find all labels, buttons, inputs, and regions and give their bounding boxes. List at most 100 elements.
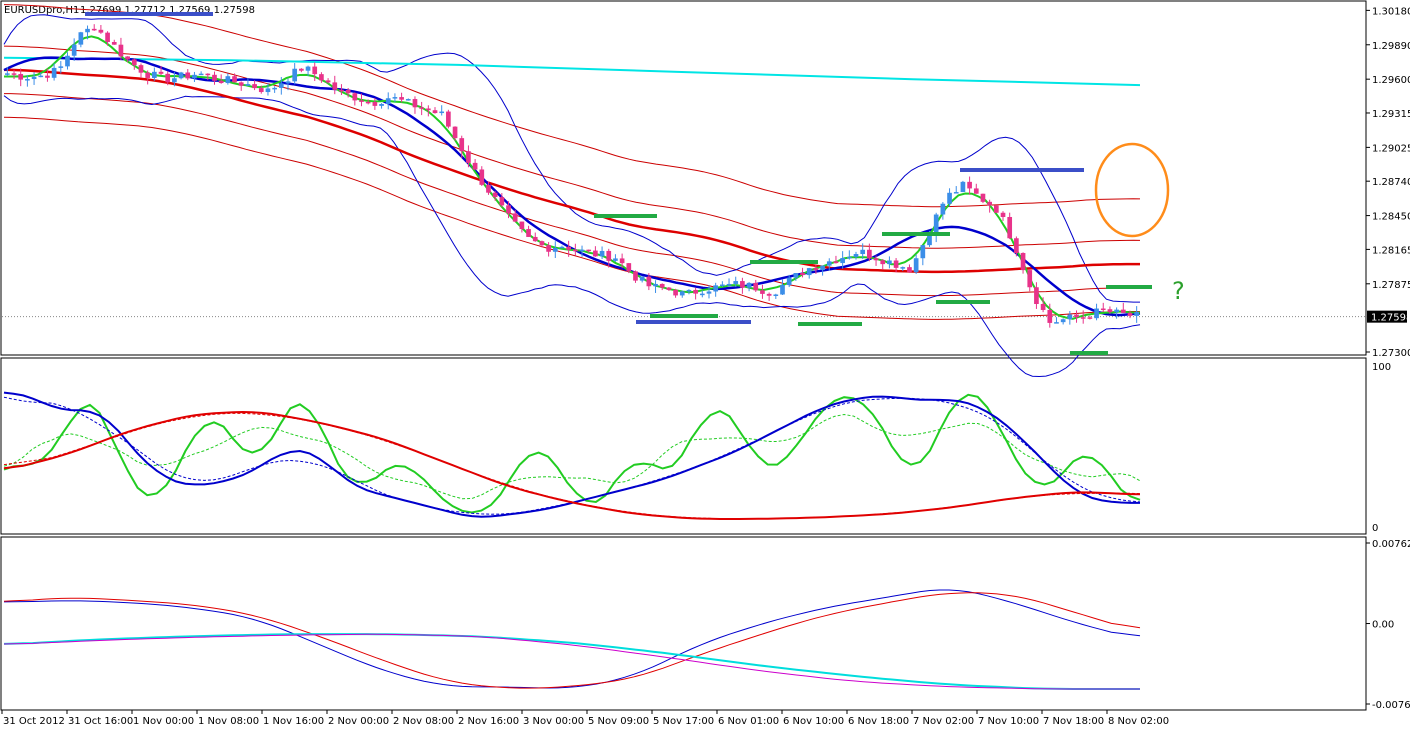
candle-body bbox=[292, 68, 298, 82]
candle-body bbox=[31, 76, 37, 80]
candle-body bbox=[38, 75, 44, 78]
candle-body bbox=[205, 73, 211, 76]
candle-body bbox=[472, 162, 478, 170]
macd-axis-label: -0.00762 bbox=[1372, 700, 1410, 711]
highlight-ellipse[interactable] bbox=[1094, 142, 1170, 238]
candle-body bbox=[947, 192, 952, 204]
candle-body bbox=[138, 65, 144, 73]
candle-body bbox=[820, 265, 825, 271]
candle-body bbox=[853, 254, 859, 257]
candle-body bbox=[45, 75, 50, 78]
candle-body bbox=[1067, 314, 1073, 320]
current-price-label: 1.27598 bbox=[1371, 313, 1410, 324]
candle-body bbox=[1054, 322, 1059, 324]
candle-body bbox=[238, 82, 244, 86]
time-axis-label: 31 Oct 2012 bbox=[3, 716, 65, 727]
candle-body bbox=[840, 258, 845, 264]
candle-body bbox=[1040, 303, 1046, 310]
candle-body bbox=[546, 245, 551, 252]
time-axis-label: 1 Nov 16:00 bbox=[263, 716, 324, 727]
time-axis-label: 7 Nov 10:00 bbox=[978, 716, 1039, 727]
candle-body bbox=[65, 55, 70, 67]
candle-body bbox=[913, 258, 919, 273]
candle-body bbox=[278, 83, 284, 88]
macd-pane[interactable] bbox=[0, 536, 1367, 711]
candle-body bbox=[319, 74, 324, 81]
candle-body bbox=[760, 290, 765, 294]
candle-body bbox=[573, 249, 578, 252]
time-axis-label: 2 Nov 16:00 bbox=[458, 716, 519, 727]
candle-body bbox=[826, 261, 832, 266]
candle-body bbox=[446, 111, 451, 127]
candle-body bbox=[1080, 317, 1086, 319]
candle-body bbox=[145, 72, 151, 78]
candle-body bbox=[419, 107, 424, 109]
candle-body bbox=[780, 285, 785, 295]
candle-body bbox=[846, 256, 852, 259]
candle-body bbox=[606, 250, 612, 261]
candle-body bbox=[118, 44, 124, 57]
candle-body bbox=[1134, 311, 1139, 316]
candle-body bbox=[245, 84, 251, 86]
candle-body bbox=[1027, 270, 1033, 288]
candle-body bbox=[385, 98, 391, 104]
candle-body bbox=[111, 41, 117, 45]
price-axis-label: 1.29600 bbox=[1372, 75, 1410, 86]
candle-body bbox=[432, 110, 438, 114]
outer-lower-band bbox=[3, 116, 1141, 320]
candle-body bbox=[325, 80, 331, 83]
candle-body bbox=[486, 184, 491, 193]
price-axis-label: 1.30180 bbox=[1372, 6, 1410, 17]
candle-body bbox=[967, 181, 972, 189]
stochastic-series bbox=[3, 391, 1141, 520]
candle-body bbox=[532, 236, 538, 242]
candle-body bbox=[559, 246, 565, 249]
price-pane[interactable] bbox=[0, 0, 1367, 356]
time-axis-label: 8 Nov 02:00 bbox=[1108, 716, 1169, 727]
candle-body bbox=[492, 192, 498, 198]
candle-body bbox=[940, 203, 946, 215]
outer-upper-band bbox=[3, 4, 1141, 208]
time-axis-label: 3 Nov 00:00 bbox=[523, 716, 584, 727]
candle-body bbox=[439, 111, 445, 114]
candle-body bbox=[519, 221, 525, 230]
candle-body bbox=[51, 67, 57, 78]
candle-body bbox=[466, 151, 471, 163]
candle-body bbox=[312, 66, 318, 75]
candle-body bbox=[673, 289, 678, 296]
candle-body bbox=[85, 28, 90, 33]
candle-body bbox=[91, 28, 97, 31]
candle-body bbox=[980, 193, 986, 202]
candle-body bbox=[131, 59, 137, 66]
macd-line bbox=[3, 592, 1141, 689]
bollinger-lower bbox=[3, 95, 1141, 378]
candle-body bbox=[1000, 212, 1006, 217]
price-series bbox=[2, 4, 1366, 378]
candle-body bbox=[332, 82, 338, 90]
candle-body bbox=[887, 260, 892, 265]
candle-body bbox=[18, 74, 24, 80]
candle-body bbox=[399, 97, 404, 100]
candle-body bbox=[152, 71, 157, 78]
axes: 1.30180 1.29890 1.29600 1.29315 1.29025 1.287… bbox=[1, 6, 1410, 727]
time-axis-label: 2 Nov 00:00 bbox=[328, 716, 389, 727]
candle-body bbox=[653, 283, 658, 287]
candle-body bbox=[659, 283, 665, 288]
candle-body bbox=[900, 267, 906, 269]
stoch-axis-label: 0 bbox=[1372, 523, 1378, 534]
candle-body bbox=[499, 197, 505, 206]
price-axis-label: 1.29315 bbox=[1372, 109, 1410, 120]
bollinger-upper bbox=[3, 14, 1140, 303]
candle-body bbox=[666, 287, 672, 290]
candle-body bbox=[452, 126, 458, 139]
candle-body bbox=[192, 74, 197, 79]
candle-body bbox=[11, 73, 17, 75]
candle-body bbox=[1087, 317, 1093, 319]
candle-body bbox=[746, 282, 752, 288]
stochastic-pane[interactable] bbox=[0, 357, 1367, 535]
candle-body bbox=[71, 44, 77, 56]
candle-body bbox=[880, 260, 886, 265]
candle-body bbox=[392, 97, 398, 99]
